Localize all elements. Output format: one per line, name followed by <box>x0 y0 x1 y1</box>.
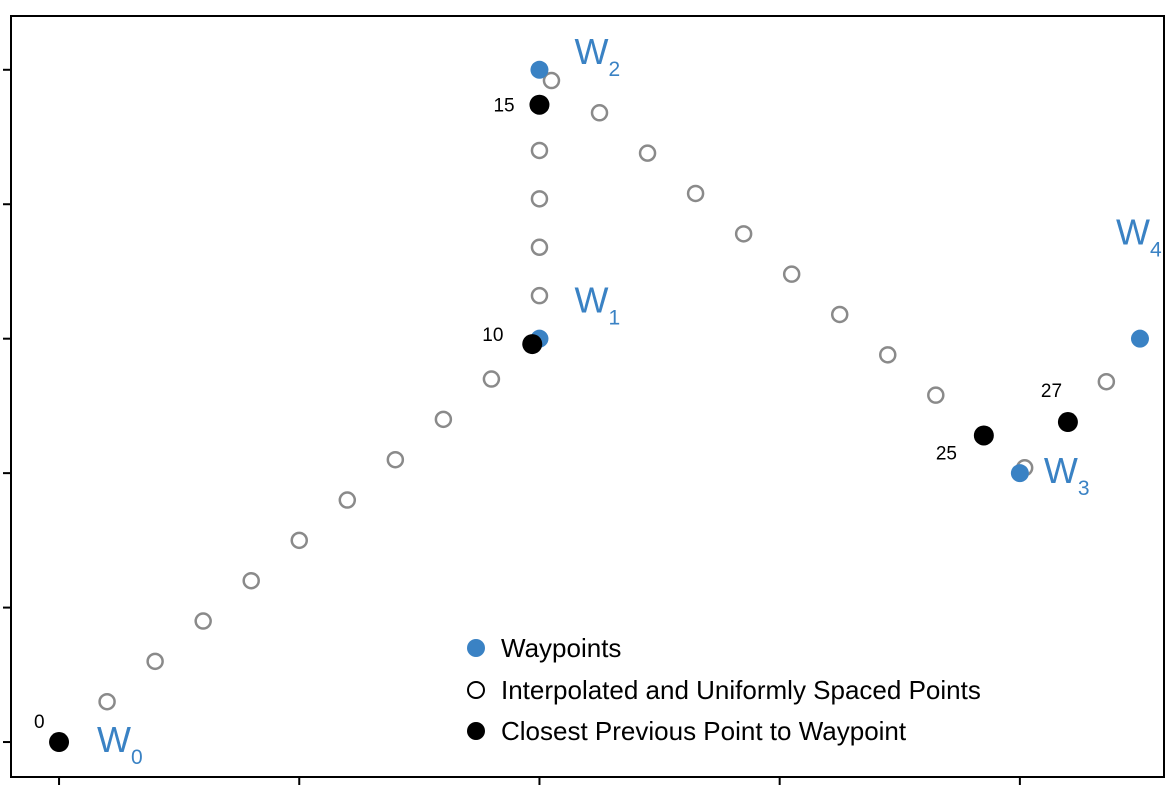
closest-label-27: 27 <box>1041 381 1062 402</box>
closest-label-0: 0 <box>34 712 45 733</box>
interpolated-point-11 <box>530 286 549 305</box>
point-labels: W0 W1 W2 W3 W4 0 10 15 25 27 <box>34 31 1162 769</box>
waypoint-3 <box>1010 464 1029 483</box>
interpolated-point-4 <box>242 571 260 590</box>
interpolated-point-17 <box>590 104 609 122</box>
waypoint-2 <box>530 60 549 79</box>
interpolated-point-14 <box>530 141 549 160</box>
interpolated-point-28 <box>1097 372 1116 391</box>
plot-frame <box>10 15 1165 778</box>
axis-ticks <box>3 68 1021 785</box>
interpolated-point-8 <box>434 410 453 429</box>
interpolated-point-5 <box>290 531 308 550</box>
interpolated-point-3 <box>194 612 212 630</box>
interpolated-point-24 <box>927 386 945 404</box>
closest-point-15 <box>529 94 550 115</box>
legend-label-closest: Closest Previous Point to Waypoint <box>501 716 907 746</box>
interpolated-point-9 <box>482 370 501 388</box>
interpolated-point-1 <box>98 692 116 711</box>
legend-interpolated-marker <box>467 681 485 699</box>
waypoint-4 <box>1130 329 1149 348</box>
closest-label-10: 10 <box>482 325 503 346</box>
interpolated-point-18 <box>638 144 657 162</box>
interpolated-point-20 <box>734 225 753 243</box>
closest-point-10 <box>522 334 543 355</box>
interpolated-point-2 <box>146 652 164 671</box>
interpolated-point-7 <box>386 450 405 469</box>
legend-waypoint-marker <box>467 639 485 657</box>
closest-point-27 <box>1057 412 1078 433</box>
waypoint-label-3: W3 <box>1044 450 1090 500</box>
waypoint-label-2: W2 <box>574 31 620 81</box>
legend-closest-marker <box>467 722 485 740</box>
closest-label-15: 15 <box>493 96 514 117</box>
interpolated-point-12 <box>530 238 549 257</box>
closest-point-0 <box>49 732 70 753</box>
interpolated-point-16 <box>542 71 561 90</box>
interpolated-point-23 <box>879 346 897 364</box>
waypoint-label-0: W0 <box>97 719 143 769</box>
waypoint-label-4: W4 <box>1116 212 1162 262</box>
closest-label-25: 25 <box>936 443 957 464</box>
legend-label-waypoints: Waypoints <box>501 633 621 663</box>
interpolated-point-19 <box>686 184 705 203</box>
legend-label-interpolated: Interpolated and Uniformly Spaced Points <box>501 675 981 705</box>
closest-point-25 <box>973 425 994 446</box>
legend: Waypoints Interpolated and Uniformly Spa… <box>467 633 981 746</box>
interpolated-point-13 <box>530 190 549 208</box>
waypoint-label-1: W1 <box>574 280 620 330</box>
closest-point-markers <box>49 94 1078 753</box>
interpolated-point-6 <box>338 491 357 509</box>
interpolated-point-21 <box>782 265 801 283</box>
interpolated-point-22 <box>830 305 849 324</box>
